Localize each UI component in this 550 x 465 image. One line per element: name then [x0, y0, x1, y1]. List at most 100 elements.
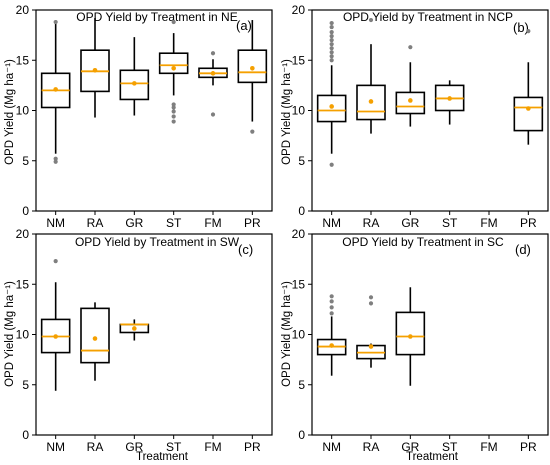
box-gr [395, 45, 426, 127]
box-nm [40, 259, 71, 391]
mean-marker [329, 104, 334, 109]
box-ra [80, 302, 110, 381]
x-tick-label: FM [480, 440, 497, 454]
y-tick-label: 5 [298, 378, 305, 392]
iqr-box [395, 311, 426, 356]
y-axis-label: OPD Yield (Mg ha⁻¹) [4, 59, 16, 165]
y-axis: 0 5 10 15 20 [16, 3, 36, 218]
y-tick-label: 20 [16, 227, 30, 241]
box-ra [80, 18, 110, 118]
y-tick-label: 15 [16, 277, 30, 291]
x-tick-label: GR [401, 440, 419, 454]
outlier-point [329, 58, 334, 63]
x-tick-label: NM [46, 440, 65, 454]
box-series [40, 259, 150, 391]
x-tick-label: RA [87, 440, 104, 454]
box-pr [237, 20, 268, 134]
x-tick-label: ST [166, 440, 182, 454]
y-tick-label: 0 [298, 428, 305, 442]
y-tick-label: 10 [292, 104, 306, 118]
x-axis: NM RA GR ST FM PR [322, 435, 537, 454]
outlier-point [368, 17, 374, 23]
panel-tag: (a) [236, 18, 252, 33]
x-tick-label: ST [442, 216, 458, 230]
y-tick-label: 10 [292, 328, 306, 342]
y-tick-label: 5 [22, 378, 29, 392]
x-tick-label: NM [322, 440, 341, 454]
y-axis: 0 5 10 15 20 [292, 3, 312, 218]
box-st [158, 19, 189, 124]
outlier-point [329, 299, 334, 304]
y-tick-label: 0 [22, 204, 29, 218]
outlier-point [210, 112, 216, 117]
mean-marker [368, 344, 374, 349]
iqr-box [237, 49, 268, 84]
plot-frame [311, 233, 549, 436]
box-pr [513, 29, 544, 145]
x-tick-label: RA [87, 216, 104, 230]
box-series [316, 287, 426, 386]
outlier-point [329, 305, 334, 310]
panel-tag: (b) [513, 20, 529, 35]
y-tick-label: 0 [298, 204, 305, 218]
y-tick-label: 10 [16, 328, 30, 342]
outlier-point [250, 129, 255, 134]
x-tick-label: PR [244, 216, 261, 230]
y-tick-label: 20 [292, 227, 306, 241]
mean-marker [92, 336, 98, 341]
mean-marker [447, 96, 452, 101]
mean-marker [210, 71, 216, 76]
outlier-point [329, 50, 334, 55]
panel-ne: OPD Yield (Mg ha⁻¹) OPD Yield by Treatme… [4, 3, 273, 230]
outlier-point [329, 54, 334, 59]
y-tick-label: 15 [292, 53, 306, 67]
box-gr [119, 319, 150, 341]
outlier-point [171, 102, 176, 107]
outlier-point [368, 301, 374, 306]
x-tick-label: PR [244, 440, 261, 454]
outlier-point [368, 295, 374, 300]
mean-marker [53, 87, 58, 92]
outlier-point [171, 119, 176, 124]
outlier-point [210, 51, 216, 56]
mean-marker [408, 98, 413, 103]
outlier-point [329, 162, 334, 167]
mean-marker [526, 106, 531, 111]
x-tick-label: FM [480, 216, 497, 230]
plot-frame [311, 9, 549, 212]
x-tick-label: PR [520, 216, 537, 230]
iqr-box [158, 52, 189, 75]
chart-title: OPD Yield by Treatment in SW [75, 235, 240, 249]
y-tick-label: 5 [22, 154, 29, 168]
box-st [434, 80, 465, 125]
mean-marker [132, 326, 137, 331]
mean-marker [408, 334, 413, 339]
iqr-box [356, 84, 386, 121]
iqr-box [513, 96, 544, 132]
panel-tag: (d) [515, 242, 531, 257]
outlier-point [171, 114, 176, 119]
x-axis: NM RA GR ST FM PR [322, 211, 537, 230]
mean-marker [53, 334, 58, 339]
x-tick-label: NM [322, 216, 341, 230]
y-tick-label: 20 [16, 3, 30, 17]
x-axis-label: Treatment [136, 451, 189, 463]
y-axis-label: OPD Yield (Mg ha⁻¹) [281, 281, 293, 387]
x-tick-label: GR [125, 216, 143, 230]
outlier-point [53, 259, 58, 264]
box-nm [316, 294, 347, 376]
box-gr [395, 287, 426, 386]
outlier-point [329, 42, 334, 47]
outlier-point [53, 19, 58, 25]
mean-marker [92, 68, 98, 73]
box-ra [356, 295, 386, 368]
outlier-point [171, 105, 176, 110]
mean-marker [171, 65, 176, 71]
y-tick-label: 15 [292, 277, 306, 291]
y-axis-label: OPD Yield (Mg ha⁻¹) [281, 59, 293, 165]
x-axis: NM RA GR ST FM PR [46, 211, 261, 230]
chart-title: OPD Yield by Treatment in NCP [343, 10, 513, 24]
x-tick-label: GR [401, 216, 419, 230]
box-fm [198, 51, 228, 117]
outlier-point [329, 24, 334, 30]
